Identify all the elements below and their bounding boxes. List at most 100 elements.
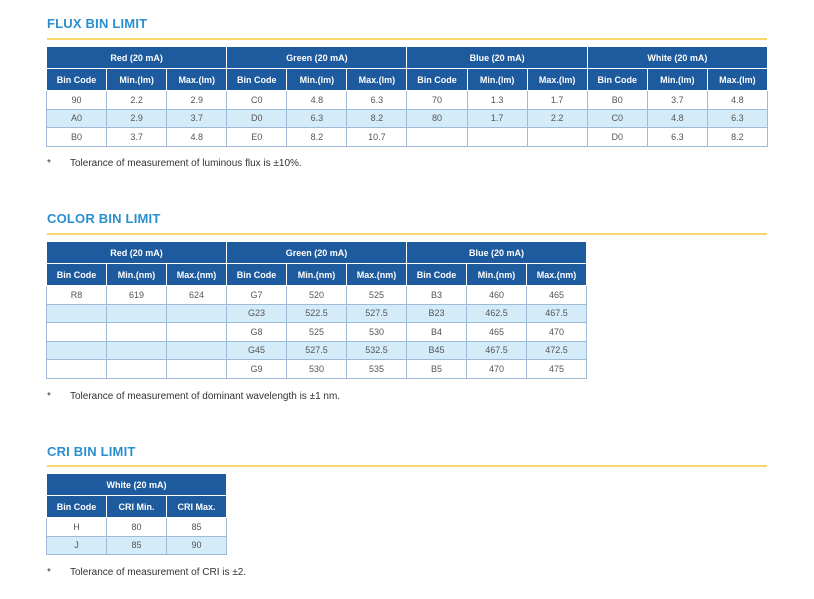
table-cell: E0 xyxy=(226,127,288,147)
group-header: Green (20 mA) xyxy=(226,46,408,69)
column-header: Max.(lm) xyxy=(346,68,408,91)
table-cell xyxy=(106,322,167,342)
table-cell: 624 xyxy=(166,285,227,305)
table-cell: 619 xyxy=(106,285,167,305)
column-header: Min.(lm) xyxy=(646,68,708,91)
group-header: Red (20 mA) xyxy=(45,46,228,69)
table-cell: 10.7 xyxy=(346,127,408,147)
table-cell: 470 xyxy=(466,359,527,379)
table-cell: B0 xyxy=(586,90,648,110)
column-header: Min.(lm) xyxy=(286,68,348,91)
table-cell xyxy=(46,359,107,379)
table-row: R8 619 624 G7 520 525 B3 460 465 xyxy=(46,285,587,305)
table-cell: 525 xyxy=(286,322,347,342)
group-header: Red (20 mA) xyxy=(46,241,227,264)
table-cell: 85 xyxy=(106,535,167,555)
column-header: Bin Code xyxy=(226,263,287,286)
table-cell: 530 xyxy=(346,322,407,342)
table-cell: 4.8 xyxy=(646,108,708,128)
column-header: Min.(nm) xyxy=(286,263,347,286)
table-row: G23 522.5 527.5 B23 462.5 467.5 xyxy=(46,303,587,323)
table-cell: 8.2 xyxy=(346,108,408,128)
column-header: Max.(nm) xyxy=(346,263,407,286)
table-cell: 2.9 xyxy=(166,90,228,110)
table-cell: B23 xyxy=(406,303,467,323)
cri-section-title: CRI BIN LIMIT xyxy=(47,444,136,459)
table-cell: 527.5 xyxy=(346,303,407,323)
table-row: J 85 90 xyxy=(46,535,227,555)
table-cell: 3.7 xyxy=(106,127,168,147)
table-cell: G8 xyxy=(226,322,287,342)
table-cell: B45 xyxy=(406,340,467,360)
table-row: G8 525 530 B4 465 470 xyxy=(46,322,587,342)
table-cell: H xyxy=(46,517,107,537)
table-cell: 8.2 xyxy=(706,127,769,147)
table-cell xyxy=(466,127,528,147)
table-cell: 6.3 xyxy=(706,108,769,128)
table-cell xyxy=(106,303,167,323)
table-cell xyxy=(166,340,227,360)
flux-title-rule xyxy=(47,38,767,40)
table-cell: G23 xyxy=(226,303,287,323)
table-cell: 8.2 xyxy=(286,127,348,147)
group-header: White (20 mA) xyxy=(46,473,227,496)
table-cell: 85 xyxy=(166,517,227,537)
column-header: Max.(nm) xyxy=(526,263,587,286)
flux-bin-table: Red (20 mA) Green (20 mA) Blue (20 mA) Whit… xyxy=(45,46,769,147)
table-cell xyxy=(106,359,167,379)
table-cell: 4.8 xyxy=(286,90,348,110)
table-cell: 522.5 xyxy=(286,303,347,323)
table-cell: 6.3 xyxy=(646,127,708,147)
table-cell: 532.5 xyxy=(346,340,407,360)
column-header: Min.(nm) xyxy=(106,263,167,286)
table-cell: G9 xyxy=(226,359,287,379)
column-header: Max.(lm) xyxy=(526,68,588,91)
table-cell xyxy=(46,303,107,323)
color-note-text: Tolerance of measurement of dominant wav… xyxy=(70,391,341,402)
column-header: Bin Code xyxy=(226,68,288,91)
note-asterisk: * xyxy=(47,391,51,402)
table-cell xyxy=(106,340,167,360)
table-cell: 6.3 xyxy=(346,90,408,110)
note-asterisk: * xyxy=(47,567,51,578)
table-cell: A0 xyxy=(45,108,108,128)
cri-note-text: Tolerance of measurement of CRI is ±2. xyxy=(70,567,247,578)
table-cell xyxy=(46,322,107,342)
column-header: CRI Max. xyxy=(166,495,227,518)
table-cell: R8 xyxy=(46,285,107,305)
table-cell: 465 xyxy=(526,285,587,305)
column-header: Max.(lm) xyxy=(706,68,769,91)
table-cell: 70 xyxy=(406,90,468,110)
flux-tolerance-note: * Tolerance of measurement of luminous fl… xyxy=(47,158,302,169)
flux-note-text: Tolerance of measurement of luminous flu… xyxy=(70,158,302,169)
table-row: 90 2.2 2.9 C0 4.8 6.3 70 1.3 1.7 B0 3.7 4.8 xyxy=(45,90,769,110)
table-row: B0 3.7 4.8 E0 8.2 10.7 D0 6.3 8.2 xyxy=(45,127,769,147)
table-cell: 535 xyxy=(346,359,407,379)
column-header: Bin Code xyxy=(406,68,468,91)
table-cell: 525 xyxy=(346,285,407,305)
group-header: Green (20 mA) xyxy=(226,241,407,264)
column-header: Bin Code xyxy=(46,495,107,518)
table-cell: C0 xyxy=(586,108,648,128)
table-cell: B3 xyxy=(406,285,467,305)
table-cell: 462.5 xyxy=(466,303,527,323)
column-header: Max.(lm) xyxy=(166,68,228,91)
table-cell: 530 xyxy=(286,359,347,379)
table-cell: 3.7 xyxy=(166,108,228,128)
column-header: CRI Min. xyxy=(106,495,167,518)
table-cell xyxy=(526,127,588,147)
table-cell: J xyxy=(46,535,107,555)
table-cell xyxy=(406,127,468,147)
table-cell: D0 xyxy=(586,127,648,147)
cri-title-rule xyxy=(47,465,767,467)
table-cell xyxy=(46,340,107,360)
table-cell: 90 xyxy=(166,535,227,555)
table-row: H 80 85 xyxy=(46,517,227,537)
table-cell: 467.5 xyxy=(466,340,527,360)
table-cell: G45 xyxy=(226,340,287,360)
table-cell: D0 xyxy=(226,108,288,128)
table-cell xyxy=(166,322,227,342)
group-header: White (20 mA) xyxy=(586,46,769,69)
table-cell: 80 xyxy=(406,108,468,128)
color-title-rule xyxy=(47,233,767,235)
